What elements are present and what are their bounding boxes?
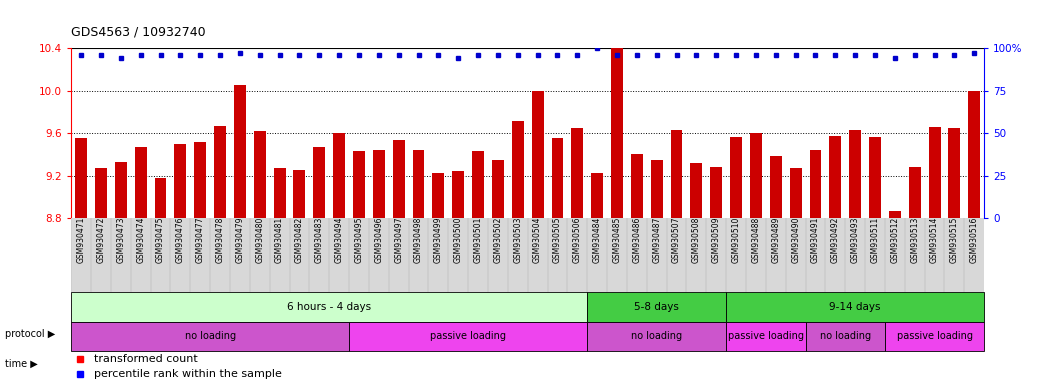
Bar [750, 133, 762, 218]
Text: 6 hours - 4 days: 6 hours - 4 days [287, 302, 372, 312]
Bar [432, 174, 444, 218]
Text: protocol ▶: protocol ▶ [5, 329, 55, 339]
Bar [730, 137, 742, 218]
Text: time ▶: time ▶ [5, 359, 38, 369]
Bar [353, 151, 365, 218]
Bar [512, 121, 524, 218]
Bar [472, 151, 484, 218]
Bar [572, 128, 583, 218]
Bar [95, 168, 107, 218]
Bar [373, 150, 385, 218]
Bar [71, 322, 349, 351]
Text: GDS4563 / 10932740: GDS4563 / 10932740 [71, 25, 206, 38]
Bar [949, 128, 960, 218]
Text: passive loading: passive loading [430, 331, 506, 341]
Text: transformed count: transformed count [94, 354, 198, 364]
Bar [532, 91, 543, 218]
Bar [115, 162, 127, 218]
Bar [492, 160, 504, 218]
Bar [592, 174, 603, 218]
Bar [710, 167, 722, 218]
Bar [393, 141, 404, 218]
Bar [175, 144, 186, 218]
Bar [690, 163, 703, 218]
Bar [809, 150, 822, 218]
Bar [651, 160, 663, 218]
Text: no loading: no loading [631, 331, 683, 341]
Bar [313, 147, 326, 218]
Bar [413, 150, 424, 218]
Bar [909, 167, 920, 218]
Bar [587, 322, 727, 351]
Bar [587, 293, 727, 322]
Bar [452, 171, 464, 218]
Bar [155, 178, 166, 218]
Text: passive loading: passive loading [896, 331, 973, 341]
Bar [631, 154, 643, 218]
Bar [929, 127, 940, 218]
Bar [727, 293, 984, 322]
Bar [293, 170, 306, 218]
Text: passive loading: passive loading [728, 331, 804, 341]
Text: percentile rank within the sample: percentile rank within the sample [94, 369, 282, 379]
Bar [71, 293, 587, 322]
Bar [214, 126, 226, 218]
Bar [233, 85, 246, 218]
Bar [349, 322, 587, 351]
Bar [885, 322, 984, 351]
Bar [273, 168, 286, 218]
Bar [135, 147, 147, 218]
Text: no loading: no loading [184, 331, 236, 341]
Bar [789, 168, 802, 218]
Bar [770, 156, 782, 218]
Bar [195, 142, 206, 218]
Bar [670, 130, 683, 218]
Bar [552, 138, 563, 218]
Bar [869, 137, 881, 218]
Bar [611, 22, 623, 218]
Text: no loading: no loading [820, 331, 871, 341]
Bar [968, 91, 980, 218]
Text: 9-14 days: 9-14 days [829, 302, 881, 312]
Bar [889, 211, 900, 218]
Bar [805, 322, 885, 351]
Bar [253, 131, 266, 218]
Bar [333, 133, 346, 218]
Bar [849, 130, 861, 218]
Text: 5-8 days: 5-8 days [634, 302, 680, 312]
Bar [727, 322, 805, 351]
Bar [829, 136, 842, 218]
Bar [75, 138, 87, 218]
